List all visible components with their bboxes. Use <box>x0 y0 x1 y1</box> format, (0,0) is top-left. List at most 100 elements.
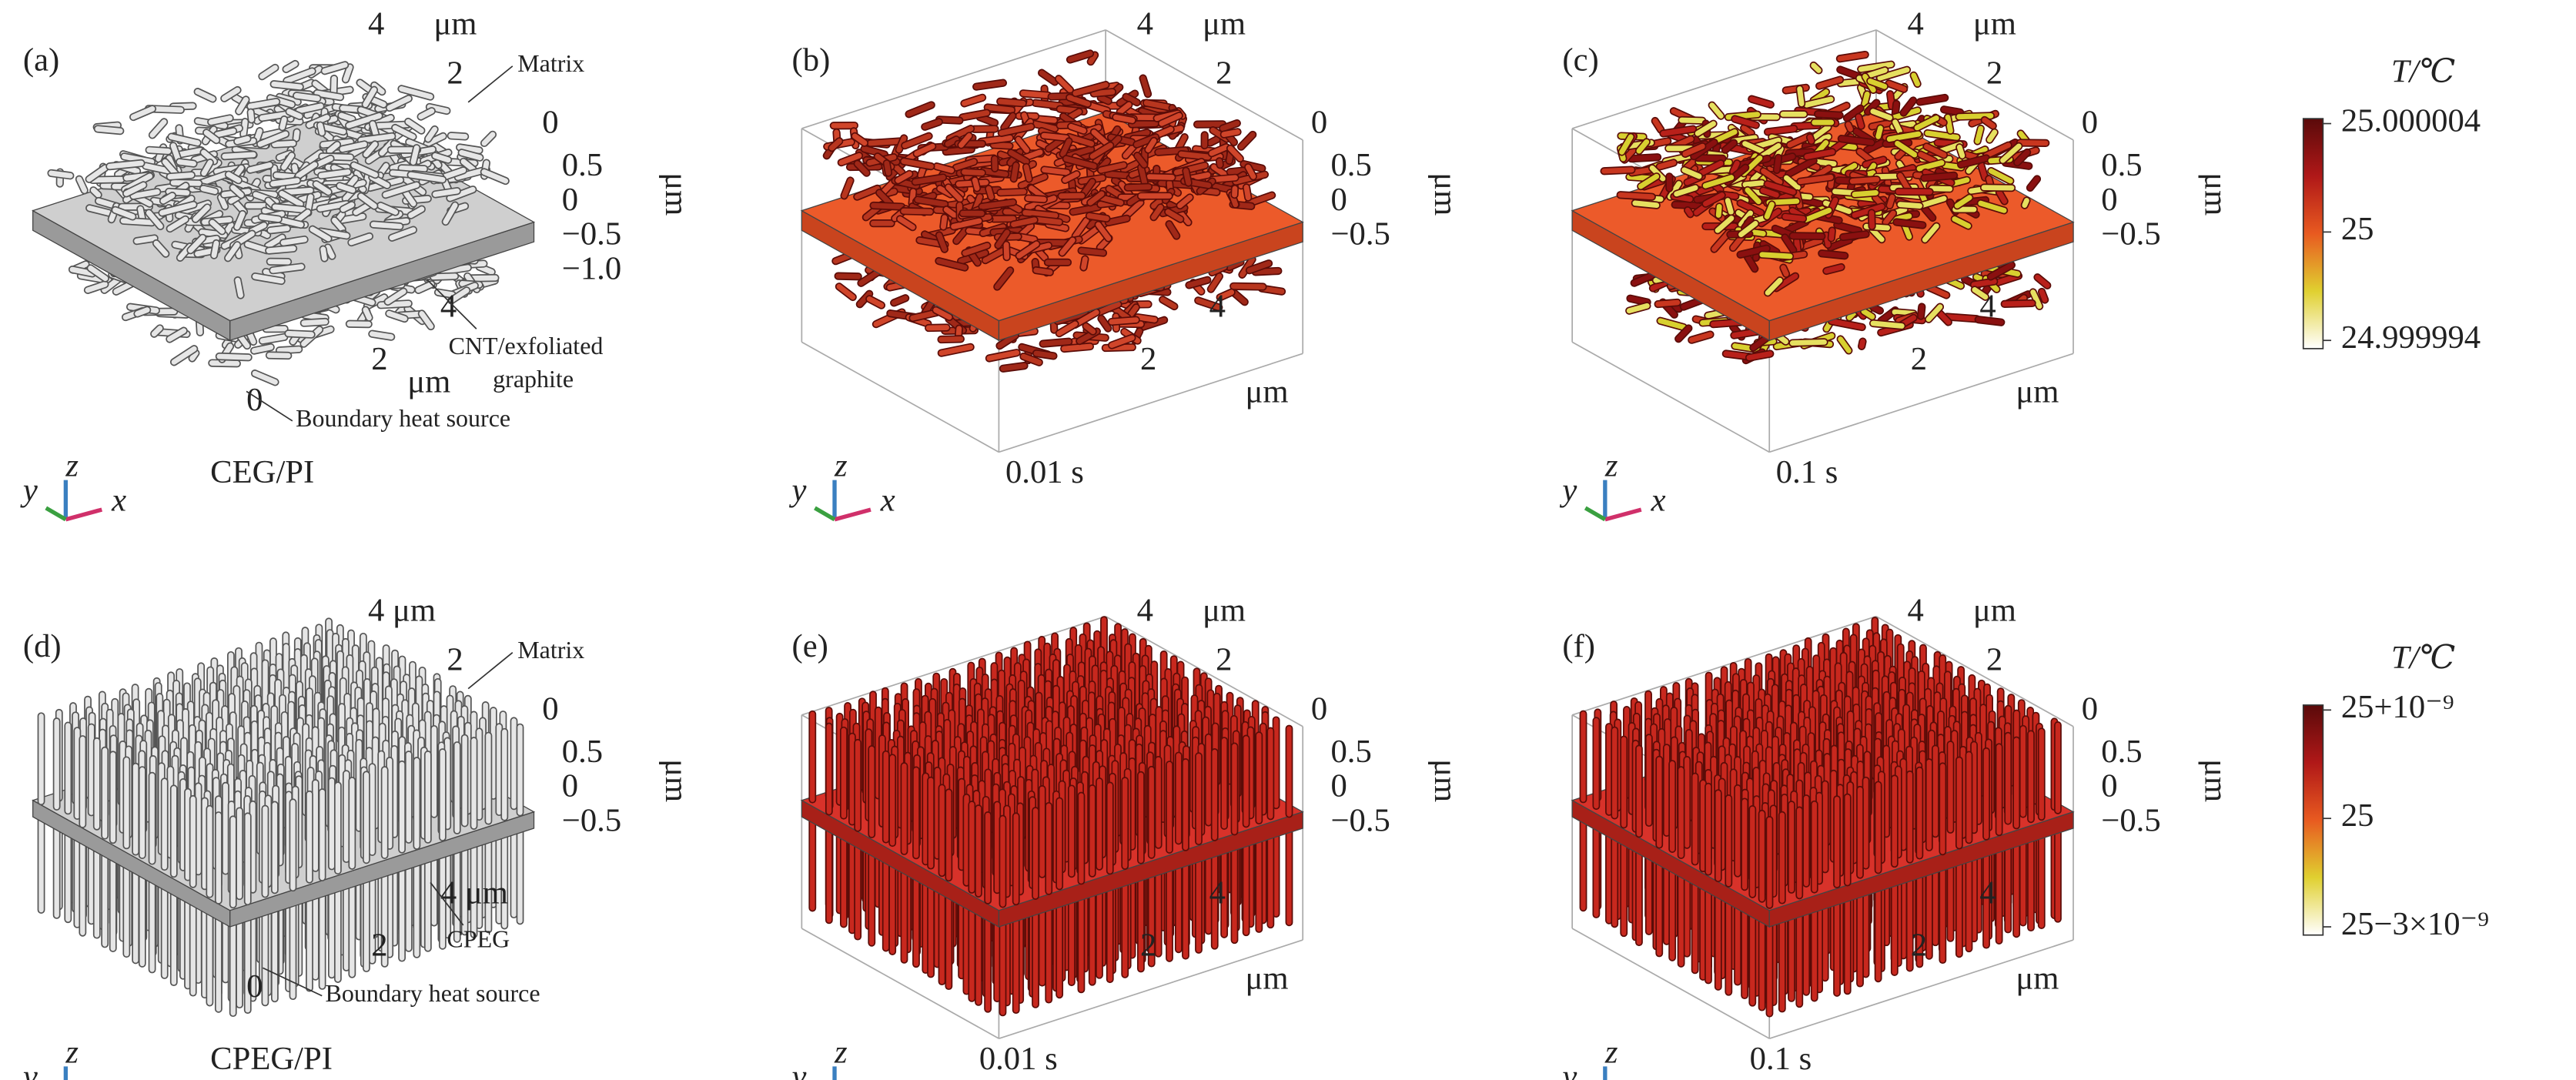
rod <box>325 245 335 259</box>
rod <box>940 215 948 230</box>
rod <box>211 240 219 259</box>
label: y <box>20 472 38 508</box>
label: μm <box>658 172 694 216</box>
rod <box>1945 115 1953 134</box>
rod <box>1921 172 1957 181</box>
rod <box>997 333 1019 349</box>
rod <box>440 265 471 275</box>
rod <box>318 169 351 179</box>
rod <box>208 115 233 125</box>
rod <box>200 186 218 195</box>
rod <box>386 95 412 111</box>
rod <box>86 165 108 182</box>
rod <box>977 114 998 125</box>
label: z <box>834 447 848 483</box>
rod <box>170 142 182 163</box>
label: x <box>111 482 126 518</box>
rod <box>88 265 109 282</box>
rod <box>403 190 417 206</box>
rod <box>266 246 296 254</box>
rod <box>1838 135 1875 145</box>
rod <box>293 209 311 224</box>
rod <box>363 141 378 158</box>
rod <box>188 235 206 253</box>
rod <box>146 210 163 229</box>
label: 2 <box>1911 341 1927 377</box>
axis-arrow <box>45 506 67 522</box>
label: 4 <box>1209 288 1226 324</box>
rod <box>1039 70 1058 85</box>
rod <box>1230 283 1266 289</box>
rod <box>270 264 304 273</box>
rod <box>481 169 509 184</box>
label: 0.5 <box>2101 147 2142 183</box>
label: μm <box>407 364 450 400</box>
rod <box>1780 265 1789 277</box>
rod <box>1246 260 1272 273</box>
rod <box>1128 304 1139 317</box>
rod <box>284 69 315 84</box>
label: 0.01 s <box>1005 454 1084 490</box>
rod <box>281 152 295 170</box>
rod <box>1125 184 1152 191</box>
rod <box>363 87 377 108</box>
rod <box>978 135 1013 145</box>
axis-arrow <box>814 506 836 522</box>
rod <box>1765 125 1797 135</box>
rod <box>425 126 438 142</box>
rod <box>1068 123 1086 134</box>
rod <box>230 185 244 198</box>
rod <box>972 177 980 191</box>
rod <box>2022 198 2029 208</box>
rod <box>351 162 378 178</box>
rod <box>153 240 169 257</box>
rod <box>910 309 940 321</box>
rod <box>1003 242 1010 260</box>
rod <box>986 349 1020 361</box>
rod <box>1658 318 1687 330</box>
rod <box>286 330 314 338</box>
rod <box>234 135 250 145</box>
rod <box>247 99 279 109</box>
rod <box>1849 176 1880 184</box>
label: μm <box>1246 373 1289 410</box>
rod <box>1159 296 1177 309</box>
rod <box>130 105 156 120</box>
rod <box>1816 77 1843 89</box>
label: (a) <box>23 42 59 78</box>
label: μm <box>1973 5 2016 42</box>
label: 4 <box>1907 5 1923 42</box>
rod <box>938 344 974 356</box>
rod <box>1986 176 1993 187</box>
rod <box>432 152 451 163</box>
axis-arrow <box>1604 507 1642 522</box>
label: y <box>789 472 807 508</box>
rod <box>49 170 73 179</box>
rod <box>1020 353 1042 366</box>
rod <box>419 311 434 329</box>
rod <box>841 178 853 199</box>
rod <box>313 181 332 195</box>
rod <box>1067 51 1093 62</box>
rod <box>430 273 458 280</box>
rod <box>443 202 458 225</box>
rod <box>201 159 213 176</box>
rod <box>871 202 905 209</box>
rod <box>2039 289 2048 303</box>
rod <box>1632 200 1660 209</box>
rod <box>357 80 373 93</box>
rod <box>1138 164 1148 186</box>
rod <box>301 319 329 326</box>
rod <box>383 182 420 198</box>
rod <box>1137 317 1167 331</box>
rod <box>346 113 382 129</box>
rod <box>176 159 196 167</box>
rod <box>1088 52 1098 65</box>
rod <box>248 109 255 122</box>
rod <box>1072 82 1109 96</box>
label: −0.5 <box>562 216 621 252</box>
label: 4 <box>368 5 384 42</box>
label: 2 <box>371 341 387 377</box>
rod <box>343 64 353 82</box>
